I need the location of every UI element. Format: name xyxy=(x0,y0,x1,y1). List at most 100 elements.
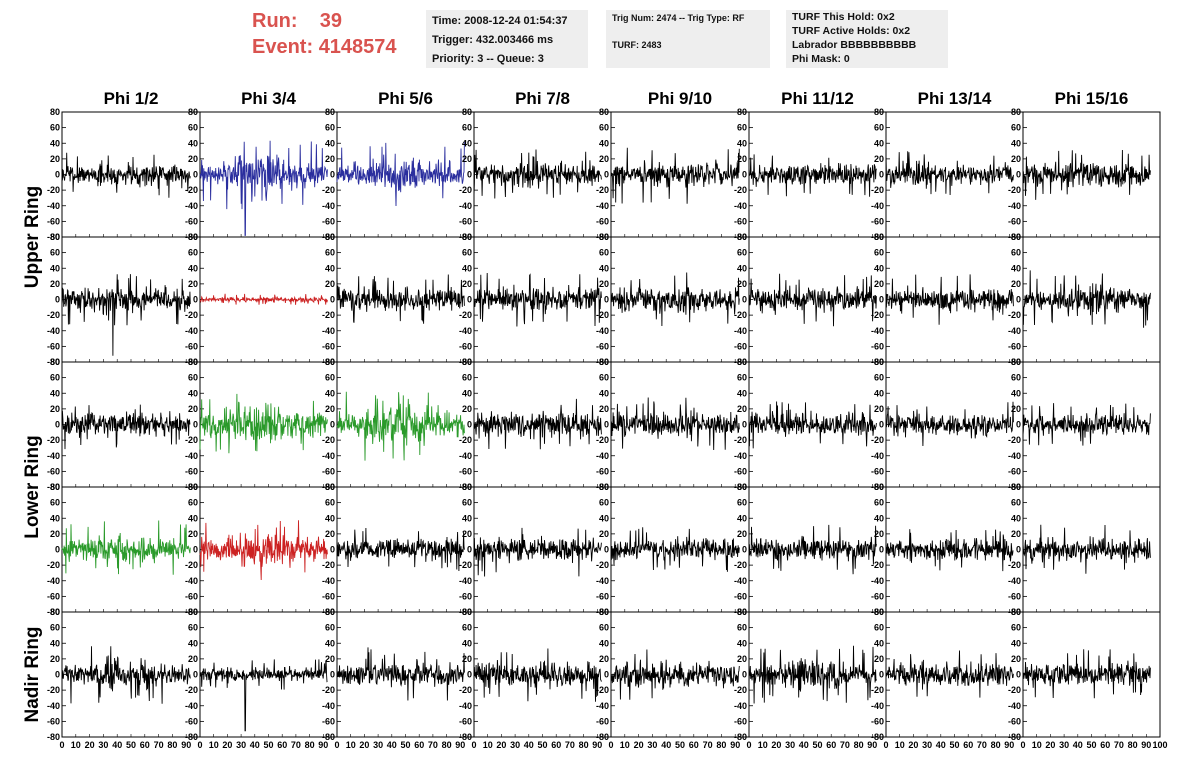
y-tick-label: -20 xyxy=(596,310,609,320)
y-tick-label: 40 xyxy=(325,263,335,273)
y-tick-label: 20 xyxy=(1011,154,1021,164)
y-tick-label: 20 xyxy=(737,404,747,414)
waveform-line xyxy=(473,398,602,450)
y-tick-label: -60 xyxy=(322,591,335,601)
y-tick-label: 0 xyxy=(193,295,198,305)
y-tick-label: -80 xyxy=(185,732,198,742)
y-tick-label: -60 xyxy=(596,716,609,726)
y-tick-label: 80 xyxy=(325,232,335,242)
x-tick-label: 0 xyxy=(883,740,888,750)
x-tick-label: 10 xyxy=(1032,740,1042,750)
x-tick-label: 50 xyxy=(263,740,273,750)
x-tick-label: 70 xyxy=(840,740,850,750)
y-tick-label: 80 xyxy=(50,482,60,492)
waveform-line xyxy=(610,527,740,572)
y-tick-label: -60 xyxy=(47,466,60,476)
waveform-line xyxy=(748,154,877,197)
y-tick-label: 20 xyxy=(599,279,609,289)
y-tick-label: 20 xyxy=(1011,654,1021,664)
y-tick-label: -60 xyxy=(596,466,609,476)
y-tick-label: -40 xyxy=(459,576,472,586)
y-tick-label: 60 xyxy=(737,373,747,383)
y-tick-label: 20 xyxy=(1011,529,1021,539)
x-tick-label: 80 xyxy=(442,740,452,750)
y-tick-label: 60 xyxy=(50,623,60,633)
y-tick-label: 60 xyxy=(188,123,198,133)
y-tick-label: 80 xyxy=(188,482,198,492)
ring-label: Lower Ring xyxy=(22,435,43,538)
y-tick-label: -40 xyxy=(185,576,198,586)
y-tick-label: -80 xyxy=(459,732,472,742)
y-tick-label: -20 xyxy=(596,560,609,570)
x-tick-label: 30 xyxy=(510,740,520,750)
ring-label: Nadir Ring xyxy=(22,626,43,722)
y-tick-label: 40 xyxy=(462,138,472,148)
y-tick-label: 0 xyxy=(467,295,472,305)
column-header: Phi 1/2 xyxy=(104,89,159,108)
y-tick-label: 0 xyxy=(604,670,609,680)
waveform-line xyxy=(1022,524,1151,574)
y-tick-label: 60 xyxy=(1011,373,1021,383)
x-tick-label: 80 xyxy=(579,740,589,750)
y-tick-label: 80 xyxy=(1011,607,1021,617)
turf-hold-text: TURF This Hold: 0x2 xyxy=(792,11,895,23)
y-tick-label: 60 xyxy=(50,123,60,133)
y-tick-label: 80 xyxy=(874,357,884,367)
y-tick-label: -40 xyxy=(47,701,60,711)
y-tick-label: -60 xyxy=(459,716,472,726)
turf-info-box: TURF This Hold: 0x2 TURF Active Holds: 0… xyxy=(786,10,948,68)
y-tick-label: -20 xyxy=(1008,560,1021,570)
run-value: 39 xyxy=(319,10,343,32)
y-tick-label: -80 xyxy=(47,232,60,242)
x-tick-label: 30 xyxy=(785,740,795,750)
x-tick-label: 40 xyxy=(250,740,260,750)
y-tick-label: -40 xyxy=(734,326,747,336)
y-tick-label: -20 xyxy=(47,310,60,320)
y-tick-label: -20 xyxy=(1008,685,1021,695)
x-tick-label: 80 xyxy=(854,740,864,750)
y-tick-label: 40 xyxy=(50,513,60,523)
y-tick-label: -80 xyxy=(47,607,60,617)
waveform-line xyxy=(336,391,465,461)
y-tick-label: -20 xyxy=(322,310,335,320)
x-tick-label: 30 xyxy=(1059,740,1069,750)
y-tick-label: 0 xyxy=(742,170,747,180)
y-tick-label: -40 xyxy=(871,576,884,586)
y-tick-label: 0 xyxy=(879,420,884,430)
trigger-text: Trigger: 432.003466 ms xyxy=(432,34,554,46)
y-tick-label: -20 xyxy=(734,310,747,320)
y-tick-label: 80 xyxy=(462,607,472,617)
y-tick-label: 20 xyxy=(325,654,335,664)
y-tick-label: 20 xyxy=(50,654,60,664)
x-tick-label: 50 xyxy=(675,740,685,750)
y-tick-label: -40 xyxy=(185,451,198,461)
y-tick-label: 0 xyxy=(193,170,198,180)
y-tick-label: 20 xyxy=(1011,404,1021,414)
x-tick-label: 90 xyxy=(592,740,602,750)
y-tick-label: 60 xyxy=(599,498,609,508)
x-tick-label: 60 xyxy=(140,740,150,750)
waveform-line xyxy=(473,527,602,577)
y-tick-label: 20 xyxy=(325,154,335,164)
y-tick-label: 20 xyxy=(1011,279,1021,289)
x-tick-label: 20 xyxy=(85,740,95,750)
y-tick-label: 60 xyxy=(188,248,198,258)
y-tick-label: -40 xyxy=(322,326,335,336)
y-tick-label: -60 xyxy=(871,216,884,226)
x-tick-label: 90 xyxy=(730,740,740,750)
y-tick-label: 20 xyxy=(599,154,609,164)
waveform-line xyxy=(473,648,602,702)
ring-label: Upper Ring xyxy=(22,186,43,288)
y-tick-label: -40 xyxy=(459,701,472,711)
y-tick-label: -40 xyxy=(322,701,335,711)
y-tick-label: -20 xyxy=(185,560,198,570)
y-tick-label: 40 xyxy=(188,263,198,273)
y-tick-label: 40 xyxy=(50,138,60,148)
y-tick-label: -80 xyxy=(47,482,60,492)
y-tick-label: 60 xyxy=(462,248,472,258)
y-tick-label: 80 xyxy=(188,607,198,617)
x-tick-label: 70 xyxy=(977,740,987,750)
waveform-line xyxy=(1022,270,1151,328)
y-tick-label: -20 xyxy=(459,435,472,445)
waveform-line xyxy=(473,149,602,199)
